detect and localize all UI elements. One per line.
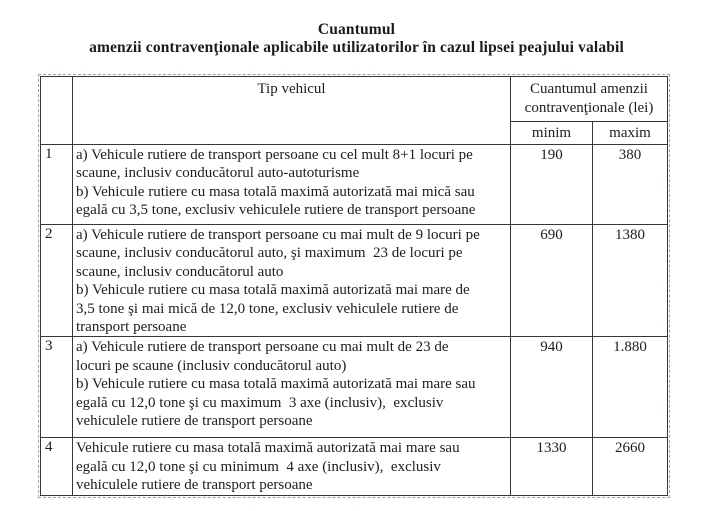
min-fine-value: 690: [510, 223, 593, 338]
row-number: 2: [40, 223, 73, 338]
header-max: maxim: [592, 121, 668, 145]
max-fine-value: 380: [592, 144, 668, 225]
vehicle-description: Vehicule rutiere cu masa totală maximă a…: [72, 437, 511, 496]
vehicle-description: a) Vehicule rutiere de transport persoan…: [72, 144, 511, 225]
table-row: 1 a) Vehicule rutiere de transport perso…: [40, 144, 668, 225]
header-fine-amount-group: Cuantumul amenzii contravenţionale (lei): [510, 76, 668, 122]
min-fine-value: 940: [510, 336, 593, 439]
title-line-2: amenzii contravenţionale aplicabile util…: [89, 38, 624, 56]
table-header: Tip vehicul Cuantumul amenzii contravenţ…: [40, 76, 668, 145]
table-row: 3 a) Vehicule rutiere de transport perso…: [40, 336, 668, 439]
header-row-top: Tip vehicul Cuantumul amenzii contravenţ…: [40, 76, 668, 145]
max-fine-value: 1380: [592, 223, 668, 338]
max-fine-value: 2660: [592, 437, 668, 496]
vehicle-description: a) Vehicule rutiere de transport persoan…: [72, 223, 511, 338]
header-min: minim: [510, 121, 593, 145]
row-number: 3: [40, 336, 73, 439]
title-line-1: Cuantumul: [317, 21, 396, 38]
max-fine-value: 1.880: [592, 336, 668, 439]
row-number: 4: [40, 437, 73, 496]
table-row: 2 a) Vehicule rutiere de transport perso…: [40, 223, 668, 338]
header-index-cell: [40, 76, 73, 145]
row-number: 1: [40, 144, 73, 225]
header-vehicle-type: Tip vehicul: [72, 76, 511, 145]
vehicle-description: a) Vehicule rutiere de transport persoan…: [72, 336, 511, 439]
min-fine-value: 1330: [510, 437, 593, 496]
table-body: 1 a) Vehicule rutiere de transport perso…: [40, 144, 668, 496]
fines-table-outline: Tip vehicul Cuantumul amenzii contravenţ…: [38, 74, 670, 498]
fines-table: Tip vehicul Cuantumul amenzii contravenţ…: [40, 76, 668, 496]
document-title: Cuantumul amenzii contravenţionale aplic…: [0, 21, 713, 56]
header-row-sub: minim maxim: [41, 121, 668, 145]
table-row: 4 Vehicule rutiere cu masa totală maximă…: [40, 437, 668, 496]
min-fine-value: 190: [510, 144, 593, 225]
